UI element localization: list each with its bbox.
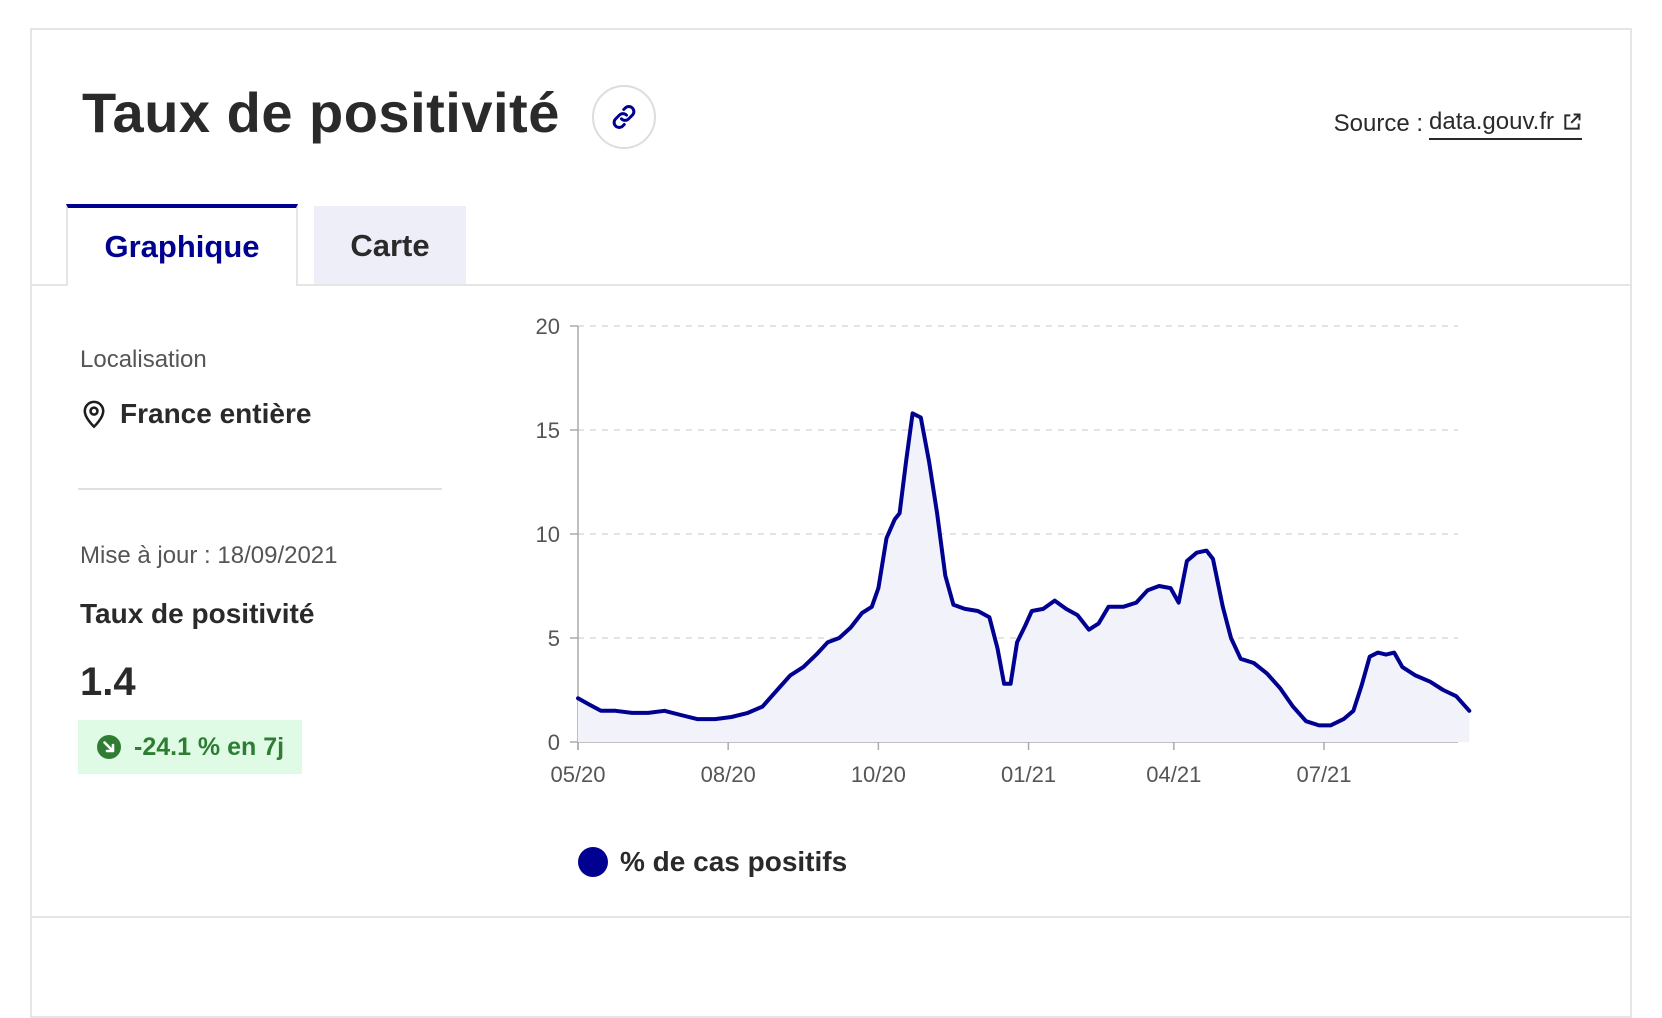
tab-carte[interactable]: Carte <box>314 206 466 286</box>
change-badge: -24.1 % en 7j <box>78 720 303 774</box>
chart-legend[interactable]: % de cas positifs <box>578 846 847 878</box>
update-date: Mise à jour : 18/09/2021 <box>80 542 338 569</box>
view-tabs: Graphique Carte <box>66 204 466 286</box>
change-text: -24.1 % en 7j <box>134 732 285 761</box>
source-link[interactable]: data.gouv.fr <box>1429 108 1582 140</box>
location-value: France entière <box>120 398 312 429</box>
source-info: Source : data.gouv.fr <box>1334 108 1582 140</box>
x-tick-label: 04/21 <box>1146 762 1201 787</box>
page-title: Taux de positivité <box>82 81 560 144</box>
x-tick-label: 10/20 <box>851 762 906 787</box>
positivity-card: Taux de positivité Source : data.gouv.fr… <box>30 28 1632 1018</box>
sidebar-divider <box>78 488 442 490</box>
y-tick-label: 20 <box>536 314 560 339</box>
y-tick-label: 10 <box>536 522 560 547</box>
link-icon <box>612 105 636 129</box>
card-bottom-divider <box>32 916 1630 918</box>
copy-link-button[interactable] <box>592 85 656 149</box>
x-tick-label: 08/20 <box>701 762 756 787</box>
tab-graphique[interactable]: Graphique <box>66 204 298 286</box>
external-link-icon <box>1564 113 1581 130</box>
legend-marker <box>578 847 608 877</box>
y-tick-label: 15 <box>536 418 560 443</box>
x-tick-label: 07/21 <box>1296 762 1351 787</box>
trend-down-icon <box>97 735 121 759</box>
series-line <box>576 411 1472 728</box>
location-label: Localisation <box>80 346 207 373</box>
source-link-text: data.gouv.fr <box>1429 108 1554 135</box>
location-selector[interactable]: France entière <box>80 398 311 430</box>
metric-label: Taux de positivité <box>80 598 315 629</box>
x-tick-label: 05/20 <box>550 762 605 787</box>
map-pin-icon <box>83 400 105 429</box>
legend-label: % de cas positifs <box>620 846 848 877</box>
metric-value: 1.4 <box>80 660 136 704</box>
x-tick-label: 01/21 <box>1001 762 1056 787</box>
y-tick-label: 0 <box>548 730 560 755</box>
series-area <box>578 413 1470 742</box>
source-label: Source : <box>1333 110 1424 137</box>
positivity-chart: 0 5 10 15 20 05/20 08/20 10/20 01/21 04/21 07/21 <box>536 314 1472 787</box>
y-tick-label: 5 <box>548 626 560 651</box>
tab-divider <box>32 284 1630 286</box>
